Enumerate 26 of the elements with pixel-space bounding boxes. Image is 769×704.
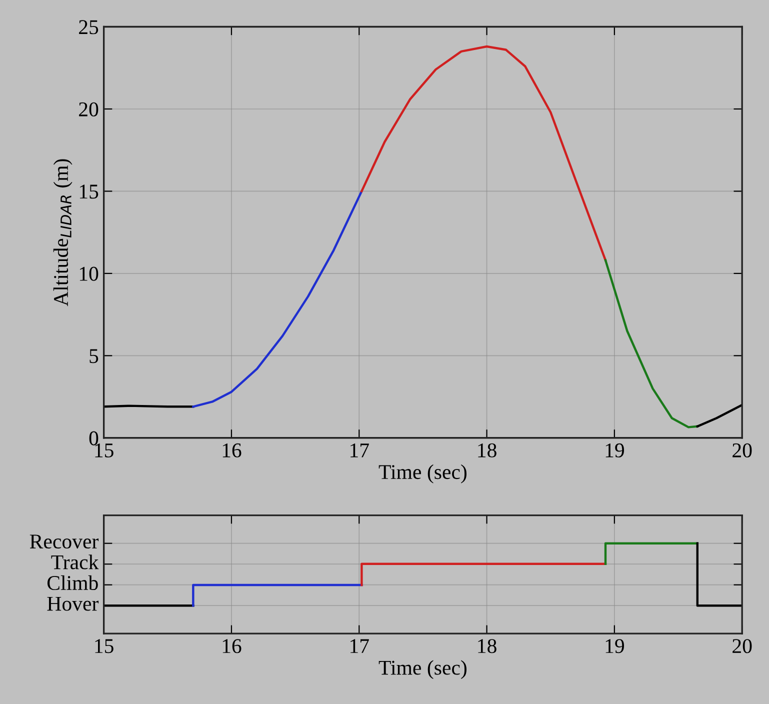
text: Climb [47,575,98,590]
x-tick-label: 19 [606,443,624,458]
x-tick-label: 20 [732,443,752,458]
y-tick-label: 20 [79,102,98,116]
text: Recover [30,534,99,549]
x-tick-label: 16 [222,639,242,654]
x-tick-label: 19 [606,639,624,654]
y-tick-label: 0 [89,431,98,446]
x-tick-label: 18 [478,639,496,654]
y-tick-label: 25 [79,20,98,34]
y-axis-title: Altitude$_{LIDAR}$ (m) [53,159,72,306]
line-series [604,259,699,428]
y-tick-label: 5 [90,349,98,364]
text: Track [51,554,99,570]
x-tick-label: 20 [732,639,752,654]
x-tick-label: 18 [478,443,496,458]
x-tick-label: 17 [350,639,369,653]
y-tick-label: 10 [80,266,98,281]
x-axis-title: Time (sec) [378,660,466,680]
line-series [360,45,607,262]
y-tick-label: 15 [80,184,98,199]
x-tick-label: 17 [350,443,369,458]
x-tick-label: 16 [222,443,242,458]
line-series [192,190,363,408]
x-axis-title: Time (sec) [378,464,466,484]
text: Hover [47,596,99,611]
